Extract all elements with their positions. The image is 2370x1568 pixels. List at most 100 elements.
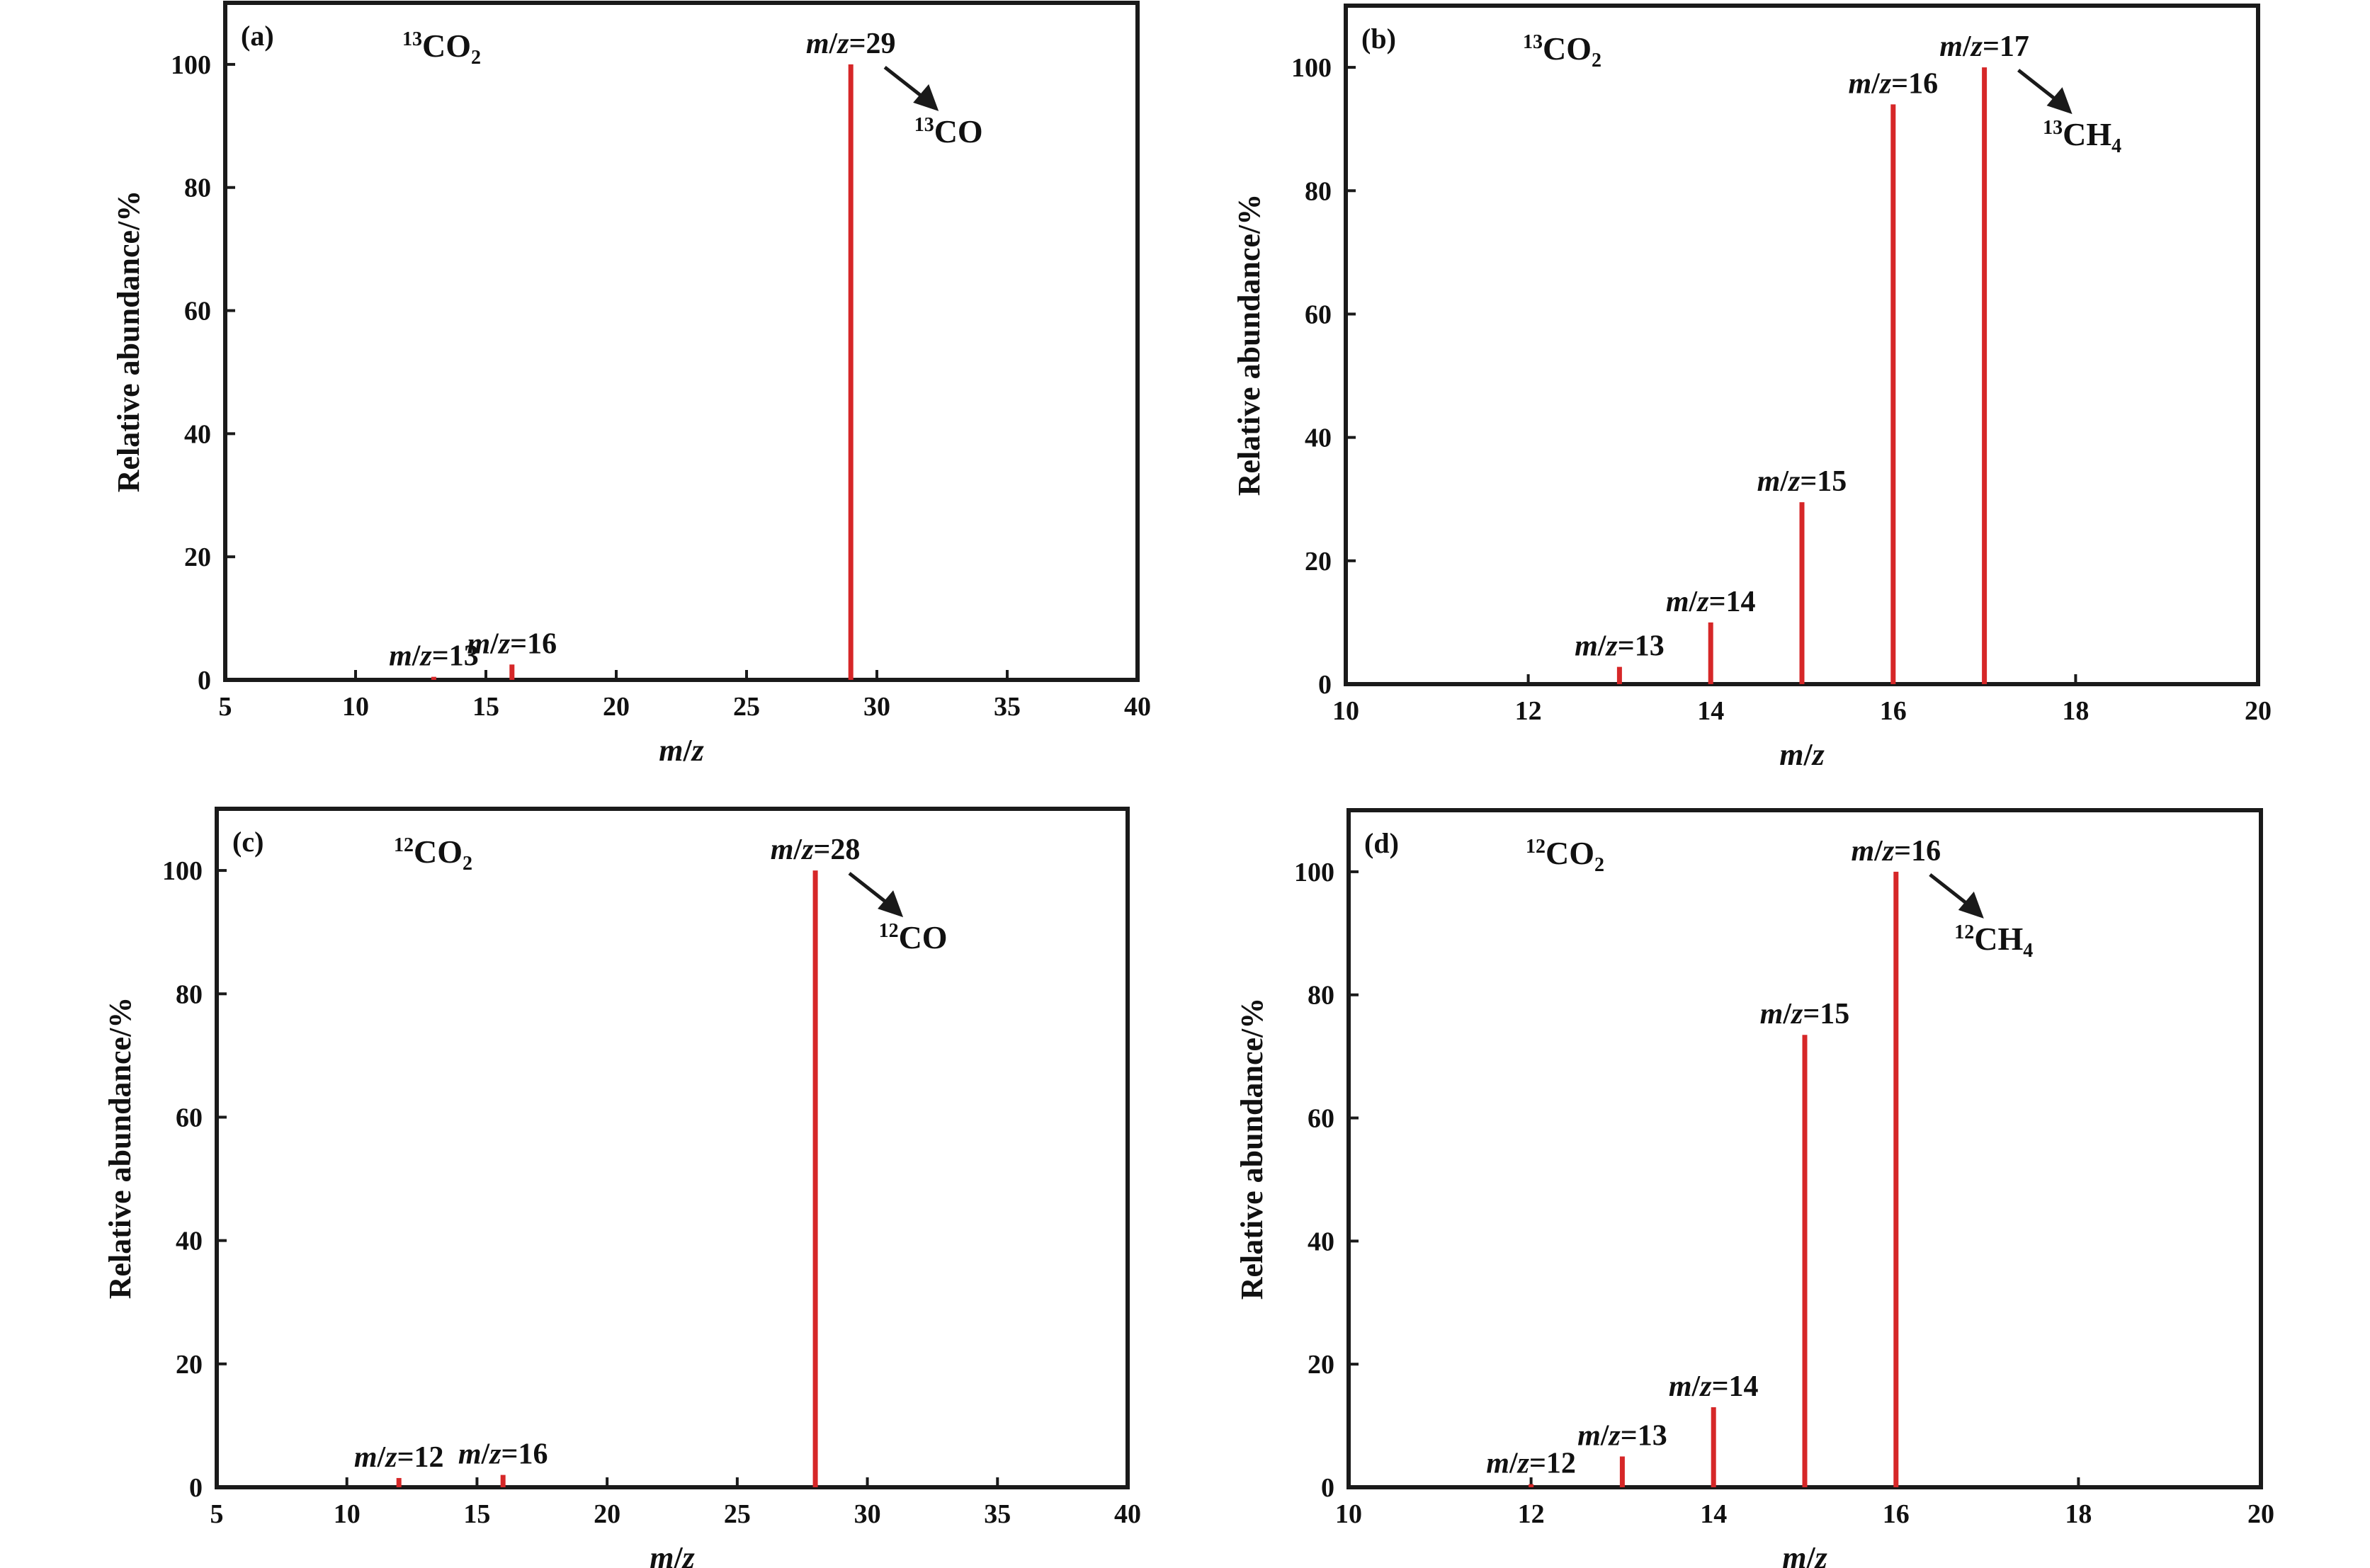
x-tick-label: 20 — [603, 692, 630, 722]
y-tick-label: 20 — [1308, 1350, 1334, 1380]
mz-italic-z: z — [800, 834, 814, 866]
y-tick-label: 60 — [176, 1103, 203, 1132]
xlabel-slash: / — [673, 1540, 683, 1568]
y-tick-label: 20 — [184, 542, 211, 572]
arrow-head-icon — [878, 890, 904, 918]
xlabel-m: m — [1782, 1540, 1806, 1568]
sample-label: 13CO2 — [402, 28, 481, 69]
xlabel-m: m — [659, 733, 683, 768]
mz-slash: / — [1779, 465, 1789, 498]
peak-label: m/z=17 — [1939, 30, 2029, 63]
formula-base: CO — [934, 113, 983, 149]
sample-label: 12CO2 — [394, 834, 472, 875]
mz-italic-m: m — [1486, 1448, 1509, 1480]
mz-slash: / — [1509, 1448, 1519, 1480]
product-label: 12CH4 — [1954, 921, 2033, 962]
x-tick-label: 10 — [1335, 1499, 1362, 1529]
y-tick-label: 100 — [162, 856, 203, 886]
y-tick-label: 20 — [1305, 547, 1332, 576]
xlabel-z: z — [1814, 1540, 1827, 1568]
mz-value: =12 — [1529, 1448, 1576, 1480]
x-tick-label: 30 — [854, 1499, 881, 1529]
mz-slash: / — [481, 1438, 491, 1471]
mz-value: =13 — [1621, 1420, 1667, 1453]
mz-value: =15 — [1803, 998, 1849, 1030]
xlabel-z: z — [1811, 737, 1825, 772]
peak-label: m/z=16 — [458, 1438, 548, 1471]
mz-italic-m: m — [1669, 1370, 1692, 1403]
mz-italic-z: z — [1881, 835, 1895, 868]
x-tick-label: 16 — [1880, 696, 1907, 726]
mz-italic-m: m — [771, 834, 794, 866]
peak-label: m/z=15 — [1760, 998, 1850, 1030]
mz-value: =14 — [1709, 586, 1756, 618]
mz-italic-m: m — [389, 640, 412, 673]
panel-label: (a) — [241, 20, 274, 52]
y-tick-label: 80 — [184, 174, 211, 203]
x-tick-label: 40 — [1124, 692, 1151, 722]
formula-base: CH — [2063, 116, 2111, 152]
x-tick-label: 10 — [334, 1499, 361, 1529]
x-tick-label: 16 — [1883, 1499, 1910, 1529]
x-tick-label: 14 — [1700, 1499, 1727, 1529]
peak-label: m/z=16 — [1851, 835, 1941, 868]
x-tick-label: 15 — [472, 692, 499, 722]
y-tick-label: 40 — [1308, 1227, 1334, 1256]
peak-label: m/z=15 — [1757, 465, 1847, 498]
peak-label: m/z=14 — [1666, 586, 1756, 618]
arrow-head-icon — [1958, 891, 1984, 919]
peak-label: m/z=13 — [1575, 630, 1665, 663]
mz-value: =13 — [432, 640, 479, 673]
x-tick-label: 25 — [724, 1499, 751, 1529]
peak-label: m/z=12 — [1486, 1448, 1576, 1480]
formula-subscript: 2 — [471, 47, 481, 69]
peak-label: m/z=16 — [1848, 67, 1938, 100]
xlabel-slash: / — [1805, 1540, 1815, 1568]
y-tick-label: 100 — [1291, 53, 1332, 83]
peak-label: m/z=14 — [1669, 1370, 1759, 1403]
isotope-superscript: 13 — [402, 28, 422, 50]
x-tick-label: 14 — [1697, 696, 1724, 726]
mz-italic-z: z — [384, 1441, 397, 1474]
x-tick-label: 5 — [219, 692, 232, 722]
formula-base: CO — [1546, 835, 1594, 871]
arrow-head-icon — [913, 84, 939, 111]
y-tick-label: 80 — [176, 979, 203, 1009]
sample-label: 12CO2 — [1526, 835, 1604, 876]
y-tick-label: 60 — [1305, 300, 1332, 329]
mz-italic-z: z — [1696, 586, 1709, 618]
panel-label: (d) — [1364, 827, 1399, 859]
y-tick-label: 0 — [198, 666, 211, 695]
mz-italic-m: m — [1760, 998, 1784, 1030]
y-axis-label: Relative abundance/% — [111, 191, 146, 493]
y-tick-label: 0 — [1318, 670, 1332, 700]
formula-subscript: 2 — [1592, 50, 1601, 72]
mz-slash: / — [1962, 30, 1972, 63]
mz-slash: / — [1689, 586, 1699, 618]
y-tick-label: 40 — [184, 419, 211, 449]
product-label: 12CO — [879, 919, 948, 955]
arrow-shaft — [1929, 873, 1971, 907]
y-tick-label: 80 — [1308, 981, 1334, 1011]
x-tick-label: 10 — [342, 692, 369, 722]
mz-italic-m: m — [1577, 1420, 1601, 1453]
xlabel-m: m — [650, 1540, 674, 1568]
mz-value: =16 — [1891, 67, 1938, 100]
mz-italic-z: z — [1699, 1370, 1712, 1403]
x-tick-label: 18 — [2065, 1499, 2092, 1529]
product-label: 13CH4 — [2043, 116, 2121, 157]
isotope-superscript: 13 — [2043, 117, 2063, 139]
mz-italic-z: z — [1604, 630, 1618, 663]
mz-italic-m: m — [354, 1441, 378, 1474]
mz-italic-z: z — [1790, 998, 1803, 1030]
x-tick-label: 35 — [994, 692, 1021, 722]
x-axis-label: m/z — [650, 1540, 695, 1568]
xlabel-z: z — [691, 733, 704, 768]
mz-slash: / — [489, 627, 499, 660]
x-tick-label: 30 — [863, 692, 890, 722]
x-tick-label: 18 — [2062, 696, 2089, 726]
plot-frame — [223, 1, 1140, 682]
arrow-shaft — [848, 872, 890, 907]
mz-value: =16 — [1894, 835, 1941, 868]
